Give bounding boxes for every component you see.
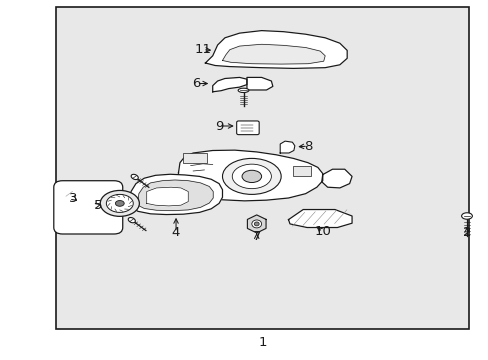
Text: 6: 6 [192,77,201,90]
Ellipse shape [254,222,259,226]
Polygon shape [146,187,188,206]
Ellipse shape [232,164,271,189]
Text: 11: 11 [194,43,211,56]
Polygon shape [280,141,294,153]
Text: 5: 5 [93,199,102,212]
Ellipse shape [461,213,471,219]
Text: 4: 4 [171,226,180,239]
FancyBboxPatch shape [54,181,122,234]
Ellipse shape [128,217,135,223]
Ellipse shape [100,190,139,216]
Ellipse shape [106,194,133,212]
Ellipse shape [251,220,261,228]
Bar [56,7,468,329]
Polygon shape [129,174,222,215]
Text: 3: 3 [69,192,78,204]
Polygon shape [205,31,346,68]
Polygon shape [247,215,265,233]
Ellipse shape [115,201,124,206]
Bar [183,153,206,163]
Text: 8: 8 [303,140,312,153]
Ellipse shape [242,170,261,183]
FancyBboxPatch shape [236,121,259,135]
Polygon shape [321,169,351,188]
Ellipse shape [222,158,281,194]
Text: 9: 9 [214,120,223,132]
Text: 10: 10 [314,225,330,238]
Ellipse shape [131,174,138,180]
Polygon shape [288,210,351,228]
Text: 2: 2 [462,226,470,239]
Bar [293,166,310,176]
Polygon shape [212,77,246,92]
Ellipse shape [238,88,248,93]
Polygon shape [246,77,272,90]
Polygon shape [178,150,322,201]
Polygon shape [222,44,325,64]
Text: 7: 7 [252,230,261,243]
Polygon shape [138,180,213,211]
Text: 1: 1 [258,336,267,349]
